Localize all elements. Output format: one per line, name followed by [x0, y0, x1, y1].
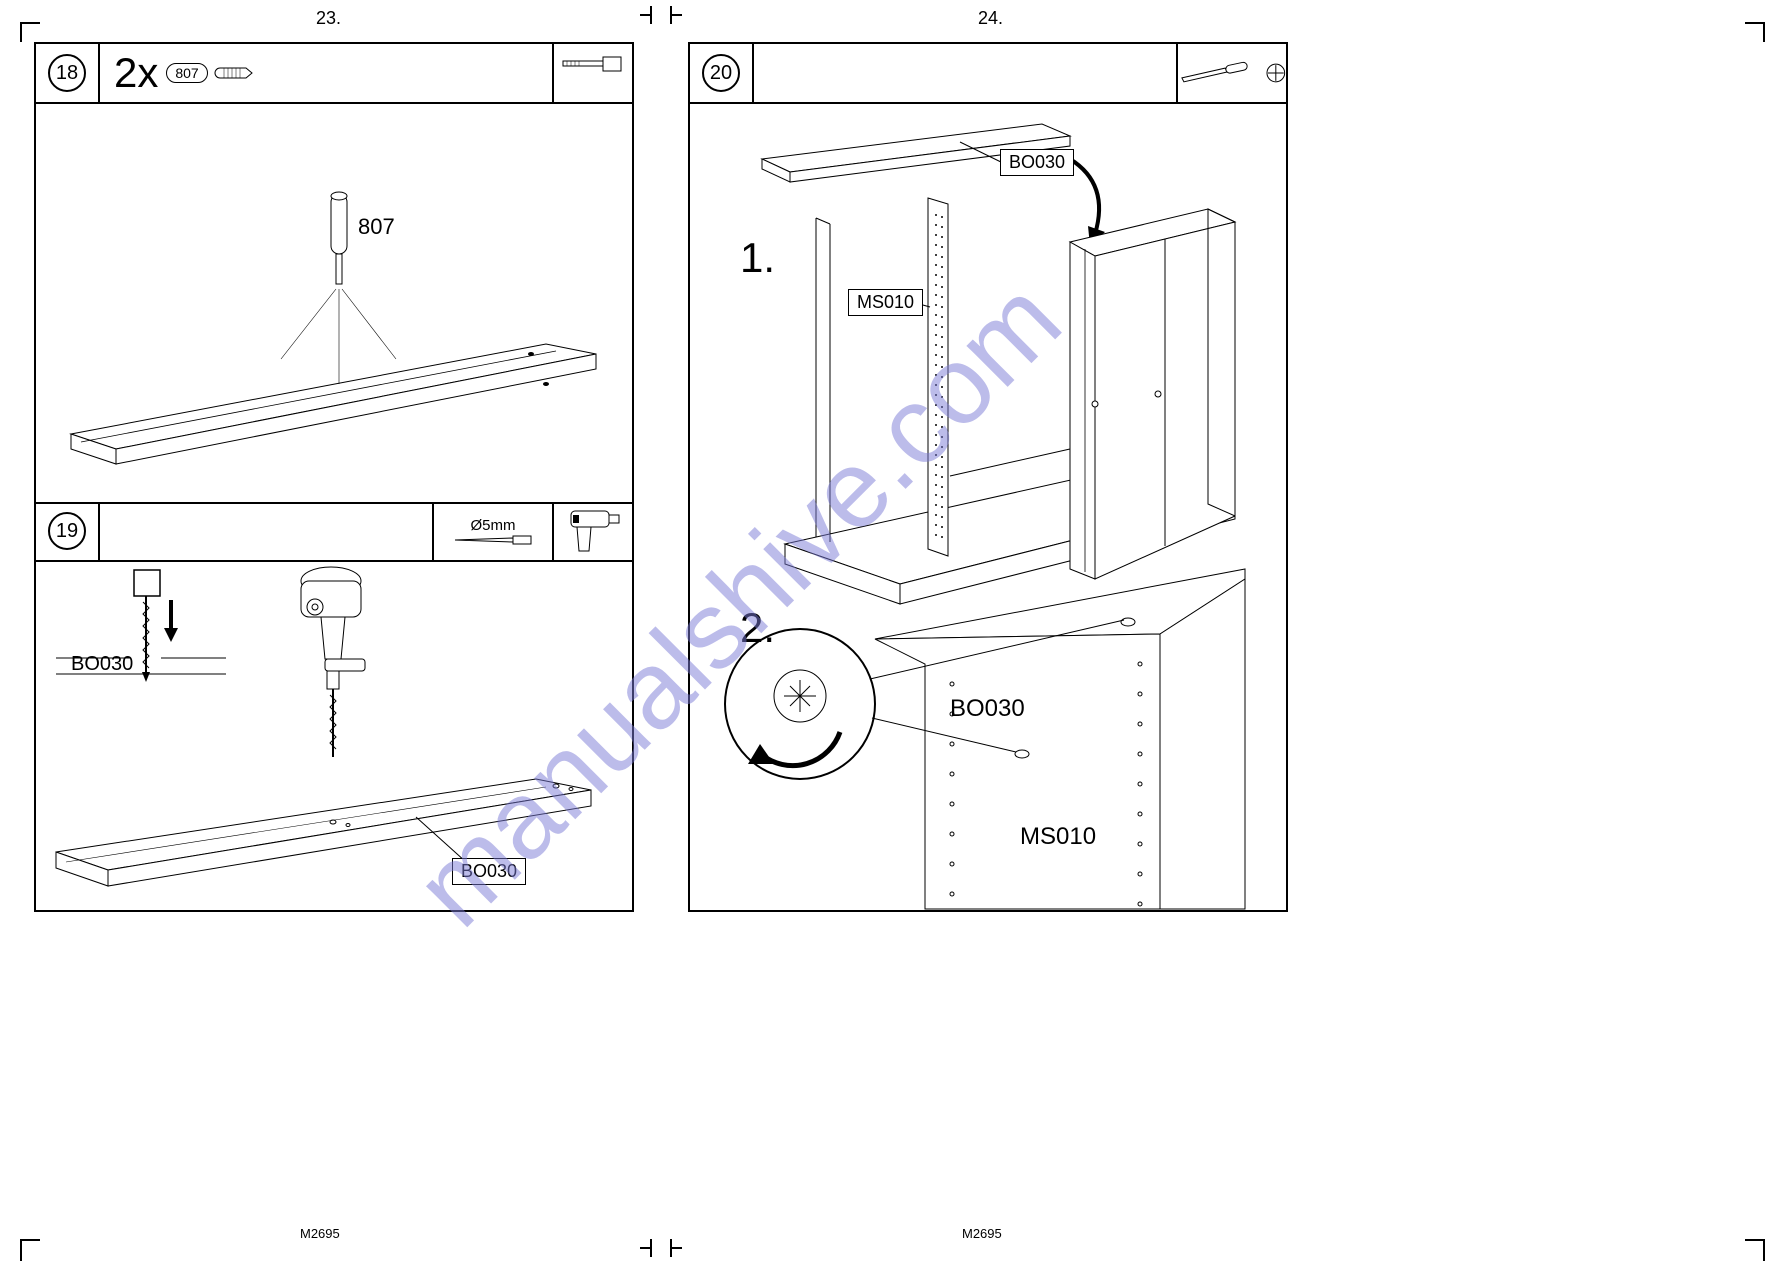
step19-callout-box: BO030: [452, 858, 526, 885]
page-number-left: 23.: [316, 8, 341, 29]
dowel-icon: [214, 64, 254, 82]
step20-body: 1. 2. BO030 MS010: [690, 104, 1286, 910]
step19-body: BO030: [36, 562, 632, 910]
detail-ms010: MS010: [1020, 823, 1096, 850]
substep-2: 2.: [740, 604, 775, 652]
step20-diagram: BO030 MS010: [690, 104, 1288, 910]
crop-mark: [640, 14, 652, 16]
label-ms010-text: MS010: [857, 292, 914, 312]
page-number-right: 24.: [978, 8, 1003, 29]
crop-mark: [1763, 22, 1765, 42]
step19-callout-text: BO030: [461, 861, 517, 881]
hammer-icon: [561, 55, 625, 91]
label-ms010: MS010: [848, 289, 923, 316]
step20-header: 20: [690, 44, 1286, 104]
step19-circle: 19: [48, 512, 86, 550]
footer-left: M2695: [300, 1226, 340, 1241]
crop-mark: [640, 1247, 652, 1249]
step18-circle: 18: [48, 54, 86, 92]
crop-mark: [1745, 22, 1765, 24]
drill-tool-box: [552, 502, 632, 560]
label-bo030: BO030: [1000, 149, 1074, 176]
step18-body: 807: [36, 104, 632, 502]
screwdriver-tool-box: [1176, 44, 1286, 102]
detail-bo030: BO030: [950, 695, 1025, 722]
step19-part-a: BO030: [71, 653, 133, 675]
crop-mark: [670, 14, 682, 16]
crop-mark: [670, 1247, 682, 1249]
step18-header: 18 2x 807: [36, 44, 632, 104]
panel-right: 20 1. 2. BO030 MS010: [688, 42, 1288, 912]
screwdriver-icon: [1178, 58, 1266, 88]
step19-num: 19: [56, 520, 78, 543]
crop-mark: [20, 22, 22, 42]
crop-mark: [20, 1239, 40, 1241]
step19-header: 19 Ø5mm: [36, 502, 632, 562]
crop-mark: [1745, 1239, 1765, 1241]
header-divider: [98, 44, 100, 102]
drill-spec: Ø5mm: [471, 517, 516, 534]
crop-mark: [20, 1241, 22, 1261]
drill-icon: [563, 507, 623, 555]
footer-right: M2695: [962, 1226, 1002, 1241]
label-bo030-text: BO030: [1009, 152, 1065, 172]
step18-qty: 2x: [114, 49, 158, 97]
step19-diagram: BO030: [36, 562, 634, 912]
step18-callout: 807: [358, 214, 395, 239]
header-divider: [752, 44, 754, 102]
drill-bit-box: Ø5mm: [432, 502, 552, 560]
step20-num: 20: [710, 62, 732, 85]
crop-mark: [20, 22, 40, 24]
drill-bit-icon: [453, 534, 533, 546]
substep-1: 1.: [740, 234, 775, 282]
hammer-tool-box: [552, 44, 632, 102]
step18-part-pill: 807: [166, 63, 207, 83]
step20-circle: 20: [702, 54, 740, 92]
header-divider: [98, 502, 100, 560]
step18-num: 18: [56, 62, 78, 85]
step18-diagram: 807: [36, 104, 634, 500]
phillips-icon: [1266, 63, 1286, 83]
crop-mark: [1763, 1241, 1765, 1261]
panel-left: 18 2x 807: [34, 42, 634, 912]
